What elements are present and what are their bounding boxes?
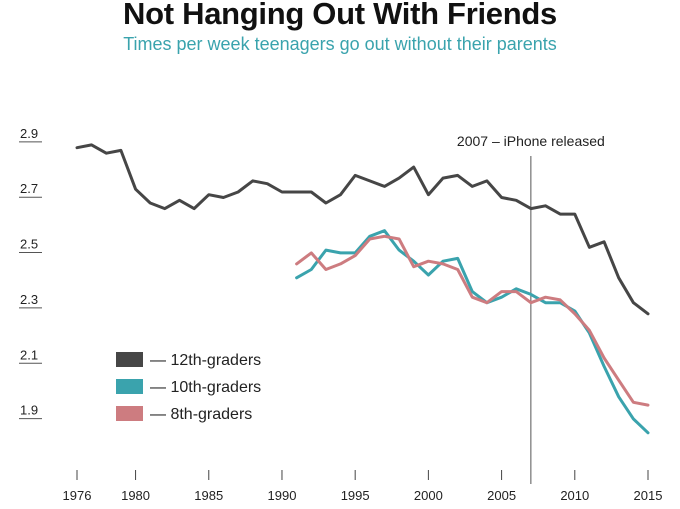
y-tick-label: 2.3 <box>20 292 38 307</box>
legend-label: — 8th-graders <box>150 406 252 423</box>
legend-label: — 12th-graders <box>150 352 261 369</box>
x-tick-label: 2005 <box>487 488 516 503</box>
x-tick-label: 1985 <box>194 488 223 503</box>
x-tick-label: 2000 <box>414 488 443 503</box>
chart-title: Not Hanging Out With Friends <box>123 0 557 31</box>
chart-subtitle: Times per week teenagers go out without … <box>123 34 557 54</box>
y-axis: 2.9 2.7 2.5 2.3 2.1 1.9 <box>19 126 42 420</box>
x-tick-label: 2015 <box>634 488 663 503</box>
x-tick-label: 1980 <box>121 488 150 503</box>
legend: — 12th-graders — 10th-graders — 8th-grader… <box>116 352 261 423</box>
x-tick-label: 1990 <box>268 488 297 503</box>
x-tick-label: 1976 <box>63 488 92 503</box>
y-tick-label: 2.7 <box>20 181 38 196</box>
y-tick-label: 1.9 <box>20 403 38 418</box>
legend-label: — 10th-graders <box>150 379 261 396</box>
y-tick-label: 2.1 <box>20 347 38 362</box>
series-group <box>75 143 650 435</box>
y-tick-label: 2.9 <box>20 126 38 141</box>
series-line-1 <box>295 229 650 435</box>
legend-swatch <box>116 352 143 367</box>
x-axis: 1976 1980 1985 1990 1995 2000 2005 2010 2015 <box>63 470 663 503</box>
iphone-release-annotation: 2007 – iPhone released <box>457 133 605 149</box>
series-line-0 <box>75 143 650 316</box>
x-tick-label: 1995 <box>341 488 370 503</box>
legend-swatch <box>116 406 143 421</box>
series-line-2 <box>295 234 650 407</box>
x-tick-label: 2010 <box>560 488 589 503</box>
y-tick-label: 2.5 <box>20 237 38 252</box>
legend-swatch <box>116 379 143 394</box>
